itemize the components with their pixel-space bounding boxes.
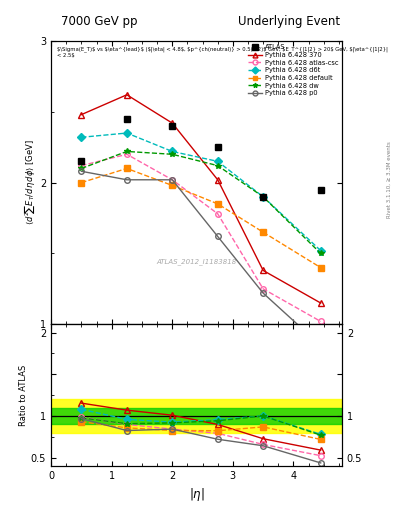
Y-axis label: Ratio to ATLAS: Ratio to ATLAS (19, 365, 28, 425)
ATLAS (261, 194, 266, 200)
Pythia 6.428 atlas-csc (318, 318, 323, 325)
Line: Pythia 6.428 default: Pythia 6.428 default (79, 166, 323, 270)
Pythia 6.428 p0 (215, 233, 220, 240)
Pythia 6.428 p0 (125, 177, 129, 183)
ATLAS (215, 144, 220, 150)
X-axis label: $|\eta|$: $|\eta|$ (189, 486, 204, 503)
Text: $\Sigma(E_T)$ vs $\eta^{lead}$ ($|\eta| < 4.8$, $p^{ch(neutral)} > 0.5(0.2)$ GeV: $\Sigma(E_T)$ vs $\eta^{lead}$ ($|\eta| … (57, 47, 388, 58)
Text: ATLAS_2012_I1183818: ATLAS_2012_I1183818 (156, 259, 237, 265)
Pythia 6.428 d6t (79, 134, 84, 140)
Pythia 6.428 dw (215, 162, 220, 168)
Bar (51, 408, 342, 424)
Pythia 6.428 d6t (261, 194, 266, 200)
Pythia 6.428 370 (79, 112, 84, 118)
Pythia 6.428 dw (79, 165, 84, 172)
Line: Pythia 6.428 p0: Pythia 6.428 p0 (79, 168, 323, 348)
Line: Pythia 6.428 370: Pythia 6.428 370 (79, 92, 323, 306)
Line: Pythia 6.428 dw: Pythia 6.428 dw (79, 148, 323, 256)
Pythia 6.428 d6t (318, 247, 323, 253)
Pythia 6.428 d6t (215, 158, 220, 164)
Line: ATLAS: ATLAS (78, 116, 324, 200)
Legend: ATLAS, Pythia 6.428 370, Pythia 6.428 atlas-csc, Pythia 6.428 d6t, Pythia 6.428 : ATLAS, Pythia 6.428 370, Pythia 6.428 at… (246, 43, 340, 98)
Pythia 6.428 370 (215, 177, 220, 183)
Pythia 6.428 370 (170, 120, 174, 126)
Pythia 6.428 p0 (79, 168, 84, 175)
Pythia 6.428 d6t (125, 130, 129, 136)
Pythia 6.428 default (318, 265, 323, 271)
Pythia 6.428 d6t (170, 148, 174, 155)
Pythia 6.428 dw (170, 151, 174, 157)
Pythia 6.428 default (215, 201, 220, 207)
Pythia 6.428 default (261, 229, 266, 236)
Text: 7000 GeV pp: 7000 GeV pp (61, 15, 138, 28)
Pythia 6.428 default (125, 165, 129, 172)
ATLAS (125, 116, 129, 122)
Pythia 6.428 atlas-csc (215, 211, 220, 217)
ATLAS (318, 187, 323, 193)
Pythia 6.428 default (170, 182, 174, 188)
Pythia 6.428 370 (125, 92, 129, 98)
Pythia 6.428 default (79, 180, 84, 186)
Pythia 6.428 dw (261, 194, 266, 200)
Pythia 6.428 p0 (318, 343, 323, 349)
Pythia 6.428 atlas-csc (79, 162, 84, 168)
Text: Rivet 3.1.10, ≥ 3.3M events: Rivet 3.1.10, ≥ 3.3M events (387, 141, 392, 218)
Pythia 6.428 atlas-csc (261, 286, 266, 292)
Y-axis label: $\langle d^2\!\sum E_T / d\eta\, d\phi\rangle$ [GeV]: $\langle d^2\!\sum E_T / d\eta\, d\phi\r… (23, 140, 37, 225)
Pythia 6.428 370 (318, 300, 323, 306)
ATLAS (79, 158, 84, 164)
Pythia 6.428 dw (125, 148, 129, 155)
Pythia 6.428 atlas-csc (170, 177, 174, 183)
ATLAS (170, 123, 174, 129)
Bar (51, 399, 342, 433)
Pythia 6.428 dw (318, 250, 323, 257)
Pythia 6.428 atlas-csc (125, 151, 129, 157)
Pythia 6.428 p0 (170, 177, 174, 183)
Pythia 6.428 p0 (261, 290, 266, 296)
Text: Underlying Event: Underlying Event (238, 15, 340, 28)
Line: Pythia 6.428 atlas-csc: Pythia 6.428 atlas-csc (79, 152, 323, 324)
Line: Pythia 6.428 d6t: Pythia 6.428 d6t (79, 130, 323, 253)
Pythia 6.428 370 (261, 267, 266, 273)
